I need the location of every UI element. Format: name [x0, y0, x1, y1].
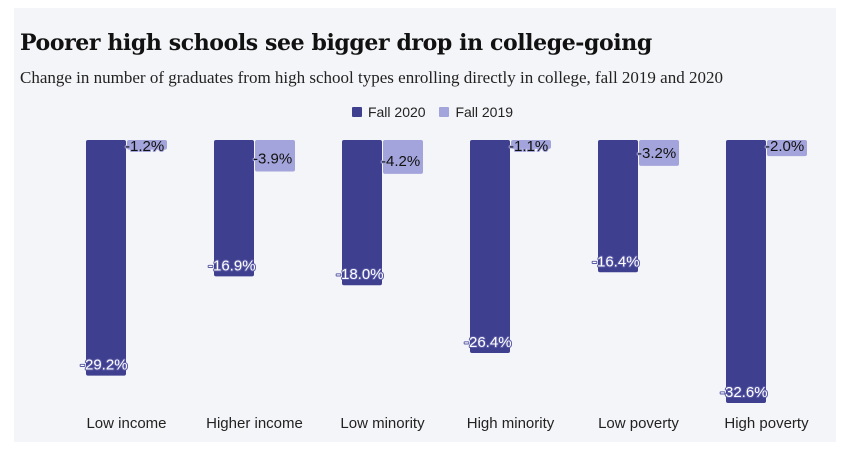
- legend: Fall 2020 Fall 2019: [0, 104, 865, 120]
- legend-label-fall-2019: Fall 2019: [455, 104, 514, 120]
- bar-fall-2019-higher-income: [255, 140, 295, 172]
- category-label-higher-income: Higher income: [206, 415, 303, 432]
- bar-fall-2019-high-minority: [511, 140, 551, 149]
- chart-panel: [14, 8, 836, 442]
- bar-fall-2019-high-poverty: [767, 140, 807, 157]
- data-label-fall-2020-high-poverty: -32.6%: [720, 384, 768, 401]
- category-label-high-poverty: High poverty: [724, 415, 809, 432]
- category-label-low-minority: Low minority: [340, 415, 425, 432]
- legend-swatch-fall-2019: [439, 107, 450, 117]
- data-label-fall-2020-low-minority: -18.0%: [336, 266, 384, 283]
- bar-fall-2019-low-income: [127, 140, 167, 150]
- data-label-fall-2020-higher-income: -16.9%: [208, 257, 256, 274]
- bar-fall-2020-low-income: [86, 140, 126, 376]
- bar-fall-2019-low-poverty: [639, 140, 679, 166]
- data-label-fall-2019-high-minority: -1.1%: [509, 138, 548, 155]
- bar-fall-2019-low-minority: [383, 140, 423, 174]
- bar-fall-2020-higher-income: [214, 140, 254, 277]
- chart-subtitle: Change in number of graduates from high …: [20, 68, 723, 87]
- chart-title: Poorer high schools see bigger drop in c…: [20, 30, 652, 56]
- legend-label-fall-2020: Fall 2020: [367, 104, 426, 120]
- category-label-low-poverty: Low poverty: [598, 415, 679, 432]
- data-label-fall-2020-high-minority: -26.4%: [464, 334, 512, 351]
- data-label-fall-2020-low-poverty: -16.4%: [592, 253, 640, 270]
- category-label-low-income: Low income: [86, 415, 166, 432]
- data-label-fall-2019-low-income: -1.2%: [125, 138, 164, 155]
- legend-item-fall-2019[interactable]: Fall 2019: [439, 104, 513, 120]
- bar-fall-2020-low-poverty: [598, 140, 638, 273]
- bar-fall-2020-high-minority: [470, 140, 510, 353]
- data-label-fall-2019-higher-income: -3.9%: [253, 150, 292, 167]
- data-label-fall-2020-low-income: -29.2%: [80, 357, 128, 374]
- bar-fall-2020-high-poverty: [726, 140, 766, 403]
- legend-item-fall-2020[interactable]: Fall 2020: [351, 104, 426, 120]
- bar-fall-2020-low-minority: [342, 140, 382, 286]
- category-label-high-minority: High minority: [467, 415, 555, 432]
- legend-swatch-fall-2020: [351, 107, 362, 117]
- data-label-fall-2019-low-minority: -4.2%: [381, 153, 420, 170]
- data-label-fall-2019-low-poverty: -3.2%: [637, 145, 676, 162]
- data-label-fall-2019-high-poverty: -2.0%: [765, 138, 804, 155]
